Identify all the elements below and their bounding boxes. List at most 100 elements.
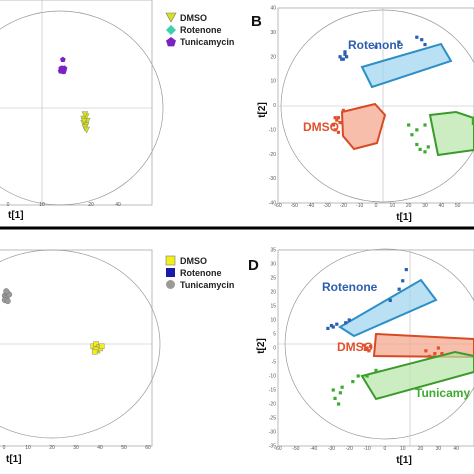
x-tick-label: 0 xyxy=(384,446,387,452)
y-tick-label: -10 xyxy=(269,127,276,133)
panel-d-tunicamycin-hull xyxy=(360,350,474,401)
y-tick-label: 35 xyxy=(270,248,276,254)
y-tick-label: -30 xyxy=(269,176,276,182)
y-tick-label: 10 xyxy=(270,79,276,85)
y-tick-label: -20 xyxy=(269,402,276,408)
panel-b-point-rotenone xyxy=(415,35,419,39)
panel-d-point-dmso xyxy=(367,349,371,353)
y-tick-label: 15 xyxy=(270,304,276,310)
y-tick-label: 0 xyxy=(273,346,276,352)
panel-b-point-dmso xyxy=(336,130,341,134)
panel-c-x-label: t[1] xyxy=(6,454,22,465)
panel-b-label-rotenone: Rotenone xyxy=(348,38,404,52)
y-tick-label: -30 xyxy=(269,430,276,436)
panel-d-point-tunicamycin xyxy=(356,374,360,378)
panel-d-point-rotenone xyxy=(347,318,351,322)
x-tick-label: -30 xyxy=(323,203,330,209)
panel-c-confidence-ellipse xyxy=(0,249,161,439)
legend-pentagon-icon xyxy=(166,37,176,47)
panel-b-point-dmso xyxy=(335,118,339,122)
panel-b-point-tunicamycin xyxy=(423,123,427,127)
panel-b-point-rotenone xyxy=(338,55,342,59)
y-tick-label: 20 xyxy=(270,54,276,60)
panel-b-point-rotenone xyxy=(374,45,378,49)
panel-d-point-dmso xyxy=(369,345,373,349)
panel-c-points xyxy=(1,288,105,355)
panel-b-point-rotenone xyxy=(343,50,347,54)
x-tick-label: 40 xyxy=(439,203,445,209)
panel-b-point-rotenone xyxy=(397,40,401,44)
y-tick-label: -15 xyxy=(269,388,276,394)
legend-square-yellow-icon xyxy=(165,255,176,266)
panel-b-point-dmso xyxy=(333,128,337,132)
panel-c-point-dmso xyxy=(91,349,98,355)
legend-c-label-tunicamycin: Tunicamycin xyxy=(180,280,234,290)
y-tick-label: -25 xyxy=(269,416,276,422)
x-tick-label: 0 xyxy=(7,202,10,208)
x-tick-label: -20 xyxy=(340,203,347,209)
x-tick-label: 10 xyxy=(390,203,396,209)
x-tick-label: 40 xyxy=(115,202,121,208)
x-tick-label: -40 xyxy=(310,446,317,452)
y-tick-label: -40 xyxy=(269,201,276,207)
panel-c-point-tunicamycin xyxy=(4,298,11,305)
legend-c-label-dmso: DMSO xyxy=(180,256,207,266)
y-tick-label: 10 xyxy=(270,318,276,324)
x-tick-label: -40 xyxy=(307,203,314,209)
x-tick-label: 0 xyxy=(3,445,6,451)
x-tick-label: -10 xyxy=(356,203,363,209)
panel-d-point-rotenone xyxy=(326,326,330,330)
panel-d-point-dmso xyxy=(365,346,369,350)
panel-b-point-dmso xyxy=(336,116,341,120)
legend-c-label-rotenone: Rotenone xyxy=(180,268,222,278)
panel-d-y-label: t[2] xyxy=(256,338,267,354)
panel-d: D -60 -50 -40 -30 -20 -10 0 10 20 30 40-35-30-25-2… xyxy=(248,248,474,466)
panel-b-point-rotenone xyxy=(343,52,347,56)
panel-d-ticks: -60 -50 -40 -30 -20 -10 0 10 20 30 40-35-30-25-20-… xyxy=(269,248,459,453)
panel-b-points xyxy=(331,35,430,154)
y-tick-label: 25 xyxy=(270,276,276,282)
x-tick-label: 30 xyxy=(422,203,428,209)
panel-c-point-dmso xyxy=(99,343,105,349)
panel-c-point-dmso xyxy=(93,341,99,347)
panel-a-point-dmso xyxy=(81,111,89,119)
y-tick-label: 5 xyxy=(273,332,276,338)
panel-b-point-tunicamycin xyxy=(407,123,411,127)
panel-a-confidence-ellipse xyxy=(0,10,164,206)
panel-a-frame xyxy=(0,0,153,206)
panel-a-point-tunicamycin xyxy=(61,65,68,71)
y-tick-label: 0 xyxy=(273,103,276,109)
panel-d-frame xyxy=(277,249,474,447)
panel-d-point-tunicamycin xyxy=(333,396,337,400)
panel-b-point-tunicamycin xyxy=(410,133,414,137)
panel-b-label-tunicamycin: T xyxy=(469,114,474,128)
panel-d-point-rotenone xyxy=(331,325,335,329)
panel-b-dmso-hull xyxy=(340,102,387,151)
panel-a-legend: DMSO Rotenone Tunicamycin xyxy=(165,12,234,47)
panel-d-point-dmso xyxy=(427,354,432,358)
y-tick-label: -35 xyxy=(269,444,276,450)
panel-d-point-rotenone xyxy=(329,324,334,328)
y-tick-label: -5 xyxy=(272,360,277,366)
panel-d-point-dmso xyxy=(363,347,367,351)
x-tick-label: 40 xyxy=(453,446,459,452)
panel-b-point-tunicamycin xyxy=(415,142,419,147)
x-tick-label: -60 xyxy=(274,203,281,209)
panel-d-point-tunicamycin xyxy=(365,374,369,378)
legend-circle-gray-icon xyxy=(166,280,175,289)
panel-a-x-label: t[1] xyxy=(8,210,24,221)
legend-label-dmso: DMSO xyxy=(180,13,207,23)
panel-c: 0 10 20 30 40 50 60 t[1] DMSO Rotenone Tunicam… xyxy=(0,249,234,465)
panel-b-point-rotenone xyxy=(341,57,345,61)
panel-b-label-dmso: DMSO xyxy=(303,120,339,134)
panel-b-rotenone-hull xyxy=(360,42,453,89)
panel-b-point-dmso xyxy=(341,108,345,112)
panel-a-point-tunicamycin xyxy=(60,56,66,62)
x-tick-label: 0 xyxy=(375,203,378,209)
panel-b-point-rotenone xyxy=(340,57,344,61)
panel-b-tunicamycin-hull xyxy=(428,110,474,157)
panel-d-dmso-hull xyxy=(372,332,474,359)
y-tick-label: -10 xyxy=(269,374,276,380)
panel-d-point-tunicamycin xyxy=(331,388,335,392)
